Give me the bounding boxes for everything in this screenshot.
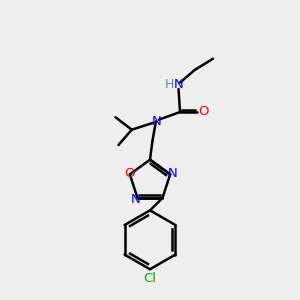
- Text: N: N: [174, 78, 183, 92]
- Text: N: N: [152, 115, 161, 128]
- Text: O: O: [124, 167, 134, 180]
- Text: N: N: [131, 193, 141, 206]
- Text: Cl: Cl: [143, 272, 157, 285]
- Text: O: O: [198, 105, 209, 118]
- Text: N: N: [167, 167, 177, 180]
- Text: H: H: [164, 78, 174, 92]
